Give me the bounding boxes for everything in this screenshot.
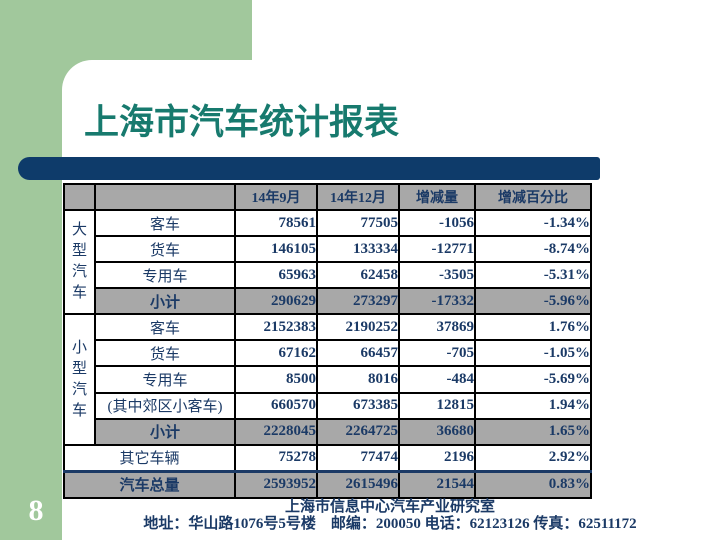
value-cell: 660570 xyxy=(234,391,318,420)
value-cell: 21544 xyxy=(398,469,476,499)
group-label: 小型汽车 xyxy=(63,313,96,446)
group-label-char: 大 xyxy=(71,222,87,239)
value-cell: 1.94% xyxy=(474,391,592,420)
value-cell: 8016 xyxy=(316,365,400,394)
row-label: 其它车辆 xyxy=(63,443,236,473)
value-cell: 1.65% xyxy=(474,417,592,446)
table-row: 专用车 8500 8016 -484 -5.69% xyxy=(64,365,592,394)
value-cell: 273297 xyxy=(316,287,400,316)
page-number: 8 xyxy=(28,494,44,527)
group-label-char: 小 xyxy=(71,339,87,356)
row-label: 客车 xyxy=(94,208,236,238)
value-cell: 2228045 xyxy=(234,417,318,446)
value-cell: 1.76% xyxy=(474,313,592,342)
row-label: 小计 xyxy=(94,287,236,316)
table-row: 大型汽车客车 78561 77505 -1056 -1.34% xyxy=(63,208,592,316)
value-cell: 290629 xyxy=(234,287,318,316)
value-cell: -484 xyxy=(398,365,476,394)
value-cell: 37869 xyxy=(398,313,476,342)
value-cell: -12771 xyxy=(398,235,476,264)
table-row: 汽车总量 2593952 2615496 21544 0.83% xyxy=(63,469,592,499)
value-cell: 2190252 xyxy=(316,313,400,342)
corner-cell-label xyxy=(94,183,236,211)
group-label-char: 汽 xyxy=(71,381,87,398)
group-label-char: 车 xyxy=(71,285,87,302)
value-cell: 673385 xyxy=(316,391,400,420)
group-label-char: 型 xyxy=(71,243,87,260)
row-label: 汽车总量 xyxy=(63,469,236,499)
column-header: 14年9月 xyxy=(234,183,318,211)
value-cell: -5.96% xyxy=(474,287,592,316)
row-label: 专用车 xyxy=(94,261,236,290)
table-row: 货车 146105 133334 -12771 -8.74% xyxy=(64,235,592,264)
column-header: 增减量 xyxy=(398,183,476,211)
value-cell: 133334 xyxy=(316,235,400,264)
value-cell: 66457 xyxy=(316,339,400,368)
value-cell: -1056 xyxy=(398,208,476,238)
footer: 上海市信息中心汽车产业研究室 地址：华山路1076号5号楼 邮编：200050 … xyxy=(63,499,717,533)
table-row: 小计 290629 273297 -17332 -5.96% xyxy=(64,287,592,316)
row-label: (其中郊区小客车) xyxy=(94,391,236,420)
value-cell: 2.92% xyxy=(474,443,592,473)
header-row: 14年9月 14年12月 增减量 增减百分比 xyxy=(63,183,592,211)
group-label: 大型汽车 xyxy=(63,208,96,316)
table-row: (其中郊区小客车) 660570 673385 12815 1.94% xyxy=(64,391,592,420)
table-row: 其它车辆 75278 77474 2196 2.92% xyxy=(63,443,592,473)
row-label: 客车 xyxy=(94,313,236,342)
table-row: 小型汽车客车 2152383 2190252 37869 1.76% xyxy=(63,313,592,446)
value-cell: 67162 xyxy=(234,339,318,368)
value-cell: 77474 xyxy=(316,443,400,473)
table-header: 14年9月 14年12月 增减量 增减百分比 xyxy=(63,183,592,211)
table-row: 小计 2228045 2264725 36680 1.65% xyxy=(64,417,592,446)
value-cell: 2615496 xyxy=(316,469,400,499)
statistics-table: 14年9月 14年12月 增减量 增减百分比 大型汽车客车 78561 77505 -105… xyxy=(63,183,592,499)
value-cell: 12815 xyxy=(398,391,476,420)
table-row: 专用车 65963 62458 -3505 -5.31% xyxy=(64,261,592,290)
row-label: 货车 xyxy=(94,235,236,264)
value-cell: 62458 xyxy=(316,261,400,290)
group-label-char: 汽 xyxy=(71,264,87,281)
page-title: 上海市汽车统计报表 xyxy=(84,103,400,142)
value-cell: -8.74% xyxy=(474,235,592,264)
value-cell: 146105 xyxy=(234,235,318,264)
value-cell: -17332 xyxy=(398,287,476,316)
column-header: 增减百分比 xyxy=(474,183,592,211)
value-cell: 2152383 xyxy=(234,313,318,342)
corner-cell-group xyxy=(63,183,96,211)
value-cell: 78561 xyxy=(234,208,318,238)
value-cell: -3505 xyxy=(398,261,476,290)
table-row: 货车 67162 66457 -705 -1.05% xyxy=(64,339,592,368)
row-label: 专用车 xyxy=(94,365,236,394)
value-cell: -705 xyxy=(398,339,476,368)
table-body: 大型汽车客车 78561 77505 -1056 -1.34% 货车 146105 13333… xyxy=(63,208,592,499)
value-cell: -1.05% xyxy=(474,339,592,368)
value-cell: 36680 xyxy=(398,417,476,446)
value-cell: -1.34% xyxy=(474,208,592,238)
value-cell: 75278 xyxy=(234,443,318,473)
title-accent-bar xyxy=(18,157,600,180)
value-cell: 2264725 xyxy=(316,417,400,446)
value-cell: -5.31% xyxy=(474,261,592,290)
value-cell: -5.69% xyxy=(474,365,592,394)
value-cell: 65963 xyxy=(234,261,318,290)
column-header: 14年12月 xyxy=(316,183,400,211)
group-label-char: 型 xyxy=(71,360,87,377)
value-cell: 0.83% xyxy=(474,469,592,499)
group-label-char: 车 xyxy=(71,402,87,419)
row-label: 货车 xyxy=(94,339,236,368)
row-label: 小计 xyxy=(94,417,236,446)
value-cell: 2593952 xyxy=(234,469,318,499)
footer-contact-info: 地址：华山路1076号5号楼 邮编：200050 电话：62123126 传真：… xyxy=(143,516,637,532)
value-cell: 2196 xyxy=(398,443,476,473)
value-cell: 8500 xyxy=(234,365,318,394)
value-cell: 77505 xyxy=(316,208,400,238)
footer-org-name: 上海市信息中心汽车产业研究室 xyxy=(284,499,495,515)
